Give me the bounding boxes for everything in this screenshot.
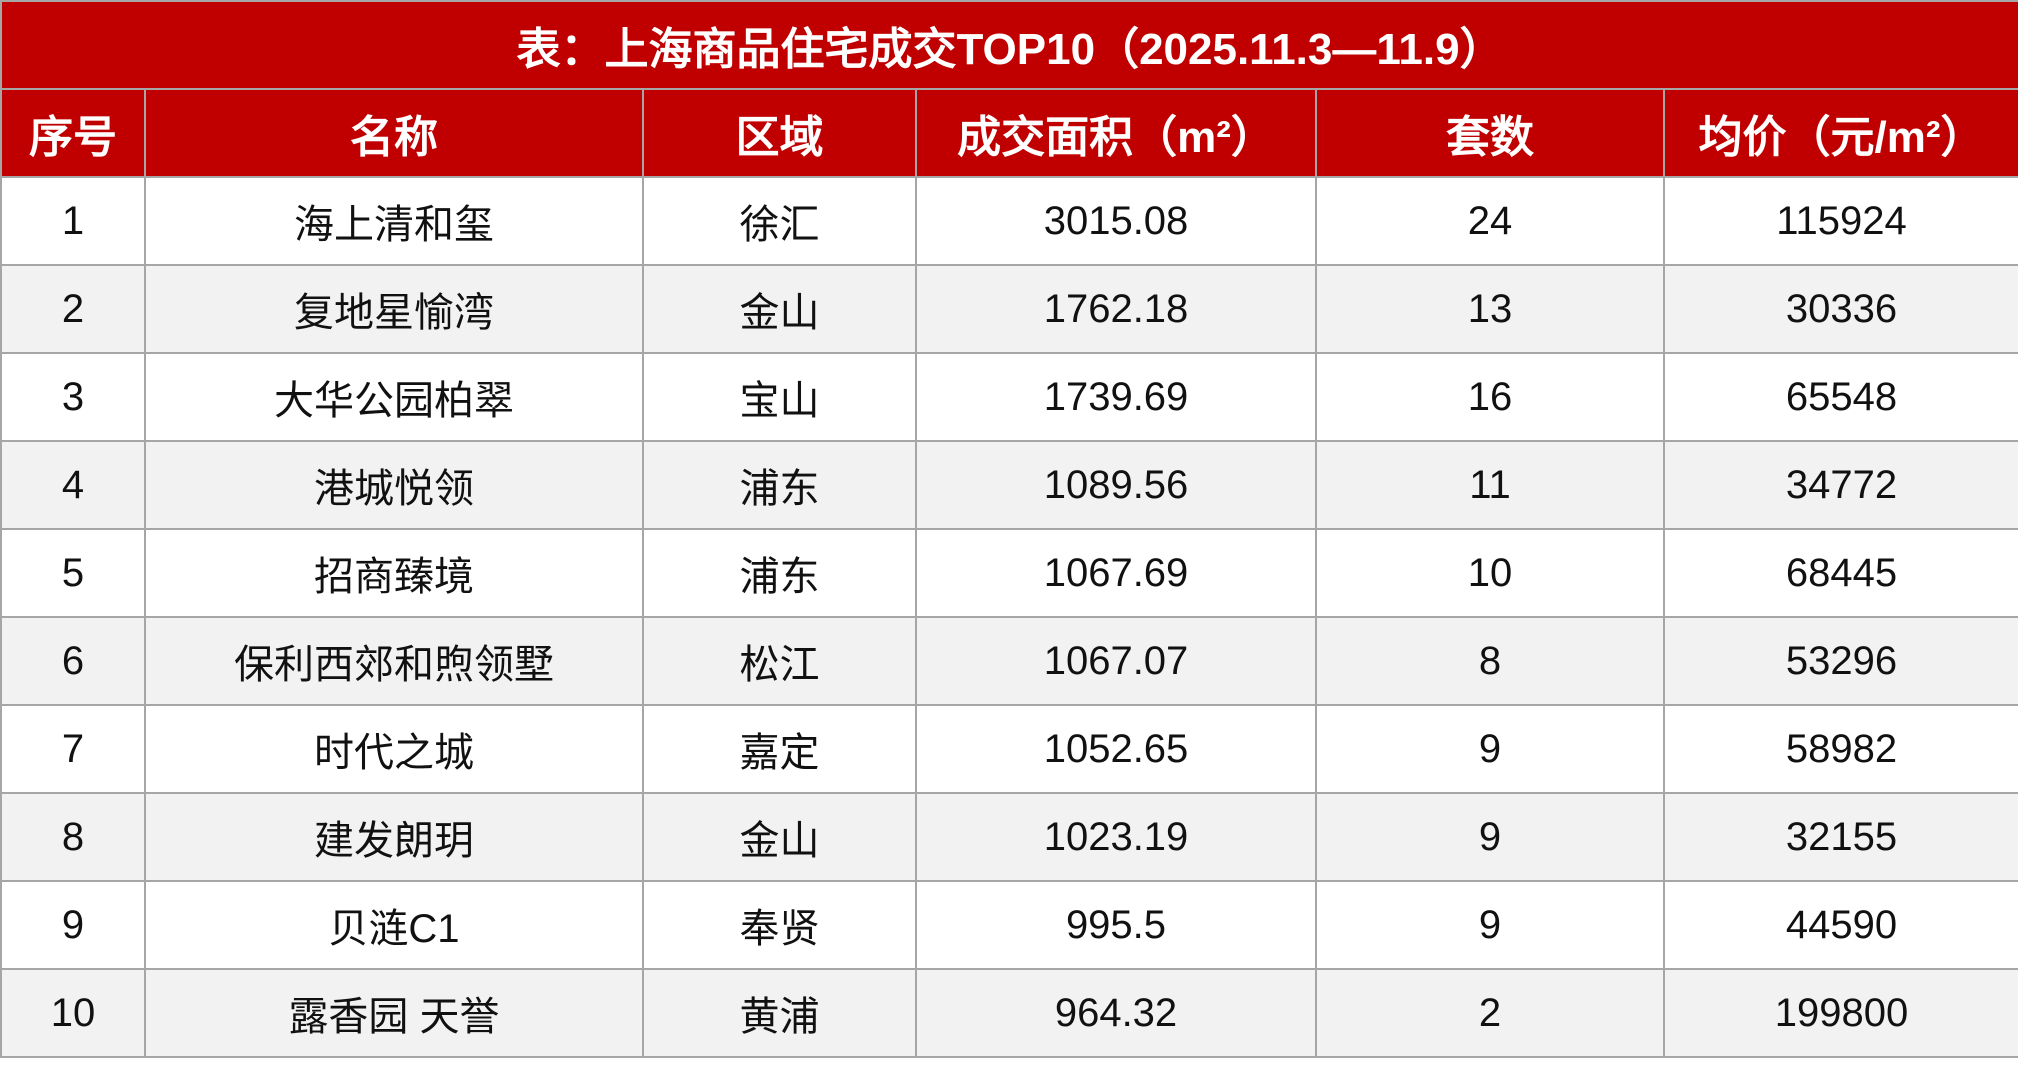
column-header-rank: 序号	[0, 88, 146, 178]
table-row: 10 露香园 天誉 黄浦 964.32 2 199800	[0, 968, 2018, 1058]
cell-units: 9	[1315, 704, 1665, 794]
cell-district: 奉贤	[642, 880, 917, 970]
cell-district: 宝山	[642, 352, 917, 442]
cell-district: 黄浦	[642, 968, 917, 1058]
table-row: 8 建发朗玥 金山 1023.19 9 32155	[0, 792, 2018, 882]
table-row: 7 时代之城 嘉定 1052.65 9 58982	[0, 704, 2018, 794]
cell-rank: 9	[0, 880, 146, 970]
cell-rank: 4	[0, 440, 146, 530]
cell-avg-price: 32155	[1662, 792, 2018, 882]
cell-avg-price: 44590	[1662, 880, 2018, 970]
table-row: 3 大华公园柏翠 宝山 1739.69 16 65548	[0, 352, 2018, 442]
cell-district: 嘉定	[642, 704, 917, 794]
table-row: 6 保利西郊和煦领墅 松江 1067.07 8 53296	[0, 616, 2018, 706]
cell-avg-price: 199800	[1662, 968, 2018, 1058]
cell-area: 995.5	[915, 880, 1317, 970]
cell-avg-price: 68445	[1662, 528, 2018, 618]
cell-rank: 7	[0, 704, 146, 794]
cell-name: 海上清和玺	[144, 176, 644, 266]
cell-rank: 8	[0, 792, 146, 882]
cell-name: 时代之城	[144, 704, 644, 794]
cell-area: 1052.65	[915, 704, 1317, 794]
table-body: 1 海上清和玺 徐汇 3015.08 24 115924 2 复地星愉湾 金山 1762.18 13…	[0, 176, 2018, 1058]
cell-district: 金山	[642, 792, 917, 882]
table-title: 表：上海商品住宅成交TOP10（2025.11.3—11.9）	[0, 0, 2018, 90]
cell-name: 大华公园柏翠	[144, 352, 644, 442]
cell-units: 9	[1315, 792, 1665, 882]
cell-area: 1023.19	[915, 792, 1317, 882]
cell-district: 松江	[642, 616, 917, 706]
cell-area: 1067.69	[915, 528, 1317, 618]
cell-avg-price: 65548	[1662, 352, 2018, 442]
table-row: 1 海上清和玺 徐汇 3015.08 24 115924	[0, 176, 2018, 266]
cell-area: 1739.69	[915, 352, 1317, 442]
cell-district: 徐汇	[642, 176, 917, 266]
cell-units: 13	[1315, 264, 1665, 354]
cell-units: 10	[1315, 528, 1665, 618]
table-row: 2 复地星愉湾 金山 1762.18 13 30336	[0, 264, 2018, 354]
cell-name: 保利西郊和煦领墅	[144, 616, 644, 706]
table-row: 5 招商臻境 浦东 1067.69 10 68445	[0, 528, 2018, 618]
top10-table: 表：上海商品住宅成交TOP10（2025.11.3—11.9） 序号 名称 区域 成交…	[0, 0, 2018, 1058]
cell-avg-price: 53296	[1662, 616, 2018, 706]
cell-name: 贝涟C1	[144, 880, 644, 970]
cell-district: 浦东	[642, 440, 917, 530]
cell-units: 9	[1315, 880, 1665, 970]
cell-rank: 3	[0, 352, 146, 442]
cell-units: 2	[1315, 968, 1665, 1058]
cell-units: 11	[1315, 440, 1665, 530]
table-row: 4 港城悦领 浦东 1089.56 11 34772	[0, 440, 2018, 530]
cell-avg-price: 34772	[1662, 440, 2018, 530]
cell-name: 复地星愉湾	[144, 264, 644, 354]
column-header-avg-price: 均价（元/m²）	[1662, 88, 2018, 178]
cell-rank: 5	[0, 528, 146, 618]
cell-name: 建发朗玥	[144, 792, 644, 882]
cell-avg-price: 58982	[1662, 704, 2018, 794]
cell-name: 露香园 天誉	[144, 968, 644, 1058]
cell-rank: 6	[0, 616, 146, 706]
column-header-name: 名称	[144, 88, 644, 178]
column-header-area: 成交面积（m²）	[915, 88, 1317, 178]
table-row: 9 贝涟C1 奉贤 995.5 9 44590	[0, 880, 2018, 970]
cell-area: 1762.18	[915, 264, 1317, 354]
cell-area: 1067.07	[915, 616, 1317, 706]
cell-avg-price: 115924	[1662, 176, 2018, 266]
cell-rank: 10	[0, 968, 146, 1058]
cell-name: 港城悦领	[144, 440, 644, 530]
column-header-units: 套数	[1315, 88, 1665, 178]
cell-area: 1089.56	[915, 440, 1317, 530]
cell-rank: 1	[0, 176, 146, 266]
cell-name: 招商臻境	[144, 528, 644, 618]
cell-area: 3015.08	[915, 176, 1317, 266]
cell-district: 浦东	[642, 528, 917, 618]
cell-units: 16	[1315, 352, 1665, 442]
cell-units: 8	[1315, 616, 1665, 706]
cell-rank: 2	[0, 264, 146, 354]
column-header-district: 区域	[642, 88, 917, 178]
cell-district: 金山	[642, 264, 917, 354]
cell-avg-price: 30336	[1662, 264, 2018, 354]
header-row: 序号 名称 区域 成交面积（m²） 套数 均价（元/m²）	[0, 88, 2018, 178]
cell-units: 24	[1315, 176, 1665, 266]
cell-area: 964.32	[915, 968, 1317, 1058]
